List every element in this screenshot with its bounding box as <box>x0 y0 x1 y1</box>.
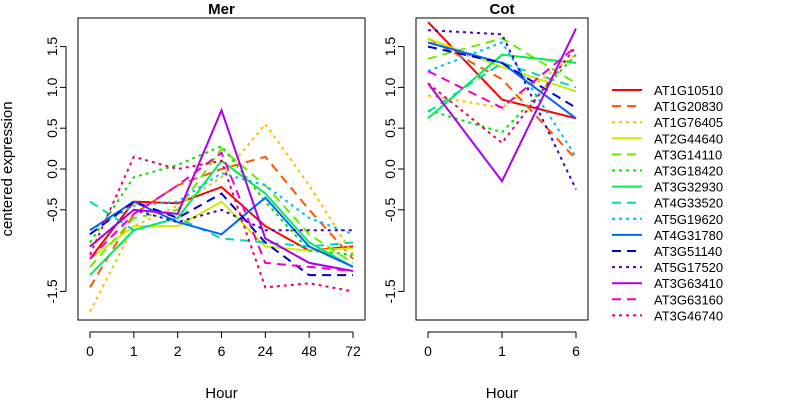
x-tick-label: 24 <box>258 343 274 359</box>
x-tick-label: 48 <box>301 343 317 359</box>
y-tick-label: -1.5 <box>44 279 60 303</box>
legend-label: AT3G63410 <box>654 276 723 291</box>
legend-label: AT2G44640 <box>654 131 723 146</box>
legend-label: AT4G31780 <box>654 228 723 243</box>
series-line-at3g32930-cot <box>427 53 577 120</box>
series-line-at3g18420-mer <box>89 144 354 256</box>
legend-label: AT3G14110 <box>654 147 722 162</box>
legend-label: AT3G51140 <box>654 244 722 259</box>
series-line-at2g44640-cot <box>427 37 577 93</box>
y-axis-label: centered expression <box>0 101 16 236</box>
plot-frame-mer <box>77 17 366 321</box>
legend-label: AT5G17520 <box>654 260 723 275</box>
plot-frame-cot <box>415 17 589 321</box>
series-line-at1g76405-cot <box>427 53 577 109</box>
chart-title-cot: Cot <box>490 1 515 18</box>
legend-label: AT3G18420 <box>654 164 723 179</box>
series-line-at3g51140-mer <box>89 192 353 277</box>
x-tick-label: 1 <box>130 343 138 359</box>
y-tick-label: 1.5 <box>382 37 398 57</box>
series-line-at1g76405-mer <box>89 122 354 313</box>
x-axis-label: Hour <box>486 385 519 400</box>
series-line-at4g31780-mer <box>89 196 354 268</box>
legend-label: AT3G46740 <box>654 308 723 323</box>
y-tick-label: -0.5 <box>44 198 60 222</box>
x-tick-label: 6 <box>572 343 580 359</box>
series-line-at3g14110-cot <box>427 37 577 85</box>
series-line-at1g20830-cot <box>427 37 577 160</box>
series-line-at3g63160-mer <box>89 151 354 272</box>
legend-label: AT1G20830 <box>654 99 723 114</box>
series-line-at3g46740-cot <box>427 45 577 145</box>
chart-title-mer: Mer <box>208 1 235 18</box>
series-line-at3g46740-mer <box>89 155 354 293</box>
legend-label: AT1G10510 <box>654 83 723 98</box>
y-tick-label: 0.0 <box>44 159 60 179</box>
x-tick-label: 0 <box>424 343 432 359</box>
y-tick-label: 1.0 <box>44 77 60 97</box>
legend-label: AT5G19620 <box>654 212 723 227</box>
series-line-at5g19620-cot <box>427 41 577 158</box>
series-line-at3g63160-cot <box>427 45 577 109</box>
legend-label: AT3G32930 <box>654 180 723 195</box>
series-line-at4g33520-mer <box>89 200 354 248</box>
x-axis-label: Hour <box>205 385 238 400</box>
y-tick-label: -0.5 <box>382 198 398 222</box>
series-line-at5g19620-mer <box>89 172 354 236</box>
y-tick-label: 1.0 <box>382 77 398 97</box>
legend-label: AT3G63160 <box>654 292 723 307</box>
x-tick-label: 6 <box>218 343 226 359</box>
legend-label: AT1G76405 <box>654 115 723 130</box>
legend-label: AT4G33520 <box>654 196 723 211</box>
y-tick-label: 0.5 <box>44 118 60 138</box>
series-line-at3g14110-mer <box>89 147 354 268</box>
x-tick-label: 0 <box>86 343 94 359</box>
series-line-at3g63410-mer <box>89 107 354 272</box>
y-tick-label: -1.5 <box>382 279 398 303</box>
y-tick-label: 0.0 <box>382 159 398 179</box>
x-tick-label: 72 <box>345 343 361 359</box>
y-tick-label: 1.5 <box>44 37 60 57</box>
series-line-at1g20830-mer <box>89 155 354 288</box>
y-tick-label: 0.5 <box>382 118 398 138</box>
x-tick-label: 2 <box>174 343 182 359</box>
x-tick-label: 1 <box>498 343 506 359</box>
series-line-at3g51140-cot <box>427 45 577 109</box>
